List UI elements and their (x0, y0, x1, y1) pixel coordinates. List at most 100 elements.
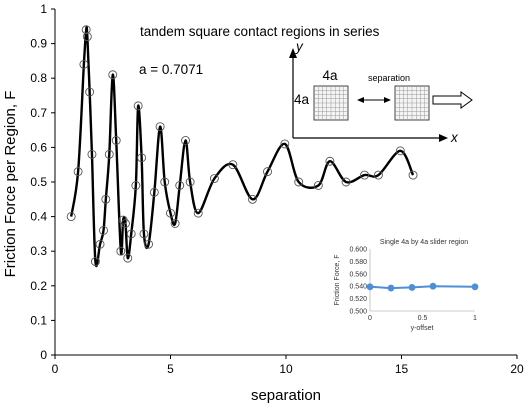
schematic-diagram: y x 4a 4a separation (289, 39, 473, 145)
diagram-x-label: x (450, 130, 459, 145)
block-height-label: 4a (294, 92, 310, 107)
data-point (87, 149, 97, 159)
y-tick-label: 0.7 (30, 106, 47, 120)
data-point (160, 177, 170, 187)
separation-label: separation (368, 73, 410, 83)
annotation-title: tandem square contact regions in series (140, 24, 380, 39)
data-point (139, 229, 149, 239)
data-point (248, 194, 257, 204)
data-point (193, 208, 203, 218)
inset-y-tick-label: 0.580 (349, 259, 367, 266)
inset-data-point (387, 284, 395, 292)
data-point (341, 177, 351, 187)
block-width-label: 4a (322, 68, 338, 83)
x-tick-label: 15 (395, 362, 409, 376)
x-tick-label: 0 (52, 362, 59, 376)
y-tick-label: 0.5 (30, 175, 47, 189)
data-point (185, 177, 195, 187)
main-x-axis-title: separation (251, 387, 321, 404)
y-tick-label: 0 (40, 348, 47, 362)
inset-x-tick-label: 0 (368, 315, 372, 322)
data-point (181, 136, 190, 145)
inset-y-tick-label: 0.540 (349, 284, 367, 291)
data-point (294, 177, 304, 187)
data-point (175, 181, 185, 190)
main-y-axis-title: Friction Force per Region, F (2, 91, 19, 278)
data-point (99, 225, 108, 235)
data-point (101, 194, 111, 204)
inset-data-point (471, 283, 479, 291)
data-point (170, 219, 180, 228)
inset-ticks: 0.500 0.520 0.540 0.560 0.580 0.600 0 0.5 1 (349, 247, 477, 323)
data-point (137, 153, 147, 163)
data-point (155, 122, 165, 132)
inset-y-axis-title: Friction Force, F (334, 255, 341, 306)
data-point (280, 139, 290, 149)
data-point (126, 229, 136, 239)
separation-arrowhead-right (384, 97, 391, 103)
motion-arrow-icon (432, 91, 473, 109)
data-point (313, 181, 323, 190)
diagram-x-arrowhead (439, 134, 448, 142)
inset-x-tick-label: 1 (473, 315, 477, 322)
inset-data-point (408, 284, 416, 291)
y-tick-label: 0.4 (30, 210, 47, 224)
inset-y-tick-label: 0.560 (349, 271, 367, 278)
inset-series-line (369, 285, 476, 290)
y-tick-label: 1 (40, 2, 47, 16)
inset-series-layer (366, 282, 479, 292)
x-tick-label: 20 (510, 362, 524, 376)
friction-force-curve (69, 25, 415, 268)
contact-region-right (394, 85, 430, 121)
data-point (373, 170, 383, 180)
data-point (133, 101, 143, 111)
x-tick-label: 10 (279, 362, 293, 376)
y-tick-label: 0.8 (30, 71, 47, 85)
inset-x-tick-label: 0.5 (418, 315, 428, 322)
inset-x-axis-title: y-offset (411, 325, 434, 332)
data-point (123, 253, 133, 263)
inset-data-point (366, 283, 374, 291)
data-point (228, 160, 238, 170)
data-point (360, 170, 369, 180)
data-point (395, 146, 405, 156)
data-point (82, 32, 92, 42)
inset-chart: 0.500 0.520 0.540 0.560 0.580 0.600 0 0.5 1 Sing… (334, 239, 479, 332)
y-tick-label: 0.2 (30, 279, 47, 293)
data-point (95, 239, 105, 249)
data-point (81, 25, 91, 35)
data-point (131, 181, 141, 190)
data-point (73, 167, 83, 177)
x-tick-label: 5 (167, 362, 174, 376)
data-point (121, 219, 130, 228)
parameter-label: a = 0.7071 (139, 62, 203, 77)
contact-region-left (313, 85, 349, 121)
data-point (85, 87, 95, 97)
diagram-y-arrowhead (289, 48, 297, 58)
data-point (90, 257, 100, 267)
data-point (104, 149, 114, 159)
data-point (263, 167, 272, 177)
inset-title: Single 4a by 4a slider region (380, 239, 468, 246)
data-point (111, 136, 121, 145)
inset-y-tick-label: 0.500 (349, 309, 367, 316)
data-point (166, 208, 175, 218)
inset-data-point (429, 282, 437, 290)
inset-y-tick-label: 0.520 (349, 296, 367, 303)
y-tick-label: 0.3 (30, 244, 47, 258)
y-tick-label: 0.1 (30, 313, 47, 327)
data-point (144, 239, 154, 249)
main-point-layer (66, 25, 418, 267)
diagram-y-label: y (295, 39, 304, 54)
data-point (79, 59, 89, 69)
data-point (325, 156, 335, 166)
inset-y-tick-label: 0.600 (349, 247, 367, 254)
y-tick-label: 0.6 (30, 140, 47, 154)
data-point (209, 174, 219, 183)
data-point (408, 170, 418, 180)
y-tick-label: 0.9 (30, 37, 47, 51)
data-point (149, 187, 159, 197)
separation-arrowhead-left (357, 97, 364, 103)
